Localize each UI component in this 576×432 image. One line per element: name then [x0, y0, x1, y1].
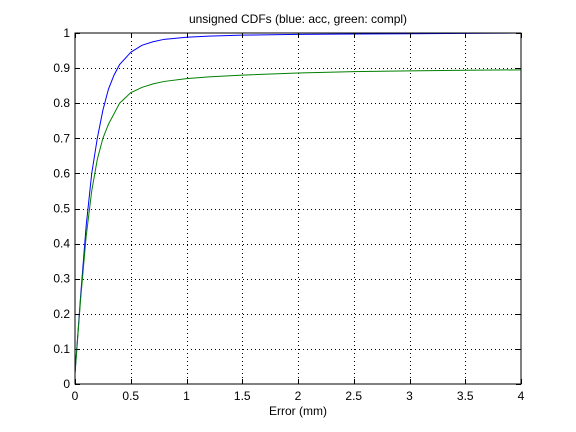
x-tick-label: 1.5 [234, 389, 251, 403]
y-tick-label: 0.4 [53, 237, 70, 251]
y-tick-label: 0 [63, 377, 70, 391]
y-tick-label: 0.3 [53, 272, 70, 286]
y-tick-label: 0.2 [53, 307, 70, 321]
grid [75, 33, 521, 384]
x-tick-label: 4 [518, 389, 525, 403]
series-lines [74, 32, 522, 374]
x-tick-label: 1 [183, 389, 190, 403]
y-tick-label: 0.7 [53, 131, 70, 145]
x-tick-label: 3.5 [457, 389, 474, 403]
y-tick-label: 0.6 [53, 166, 70, 180]
y-tick-label: 0.1 [53, 342, 70, 356]
x-axis-label: Error (mm) [269, 404, 327, 418]
y-tick-label: 1 [63, 26, 70, 40]
series-line-blue [74, 32, 522, 374]
x-tick-label: 0 [72, 389, 79, 403]
plot-border [74, 32, 522, 385]
x-tick-label: 0.5 [122, 389, 139, 403]
series-line-green [74, 69, 522, 374]
x-tick-label: 2 [295, 389, 302, 403]
y-tick-label: 0.5 [53, 202, 70, 216]
chart-title: unsigned CDFs (blue: acc, green: compl) [189, 12, 407, 26]
y-tick-label: 0.9 [53, 61, 70, 75]
x-tick-label: 2.5 [345, 389, 362, 403]
y-tick-label: 0.8 [53, 96, 70, 110]
x-tick-label: 3 [406, 389, 413, 403]
